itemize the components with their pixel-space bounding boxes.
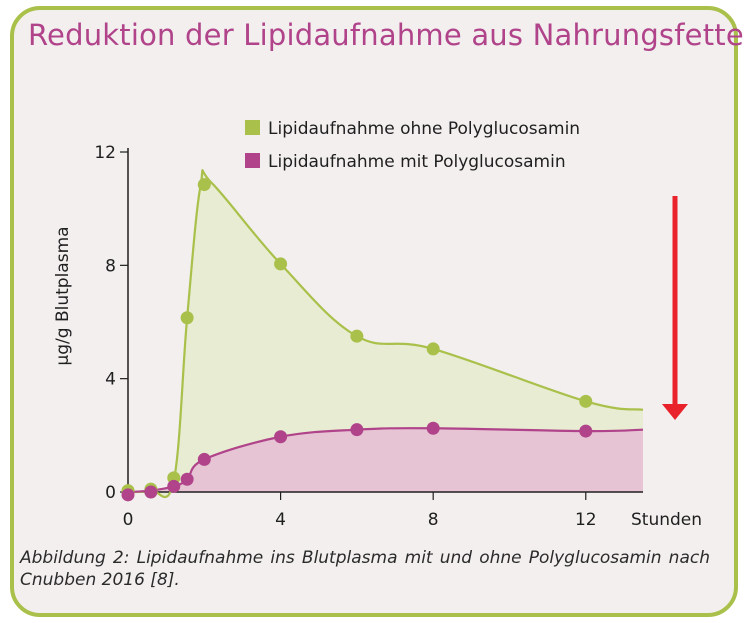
- point-magenta: [167, 479, 181, 493]
- area-green: [128, 170, 643, 498]
- x-tick-label: 4: [275, 510, 286, 530]
- x-tick-label: 0: [123, 510, 134, 530]
- legend-label-green: Lipidaufnahme ohne Polyglucosamin: [268, 119, 580, 139]
- point-green: [274, 257, 288, 271]
- x-axis-label: Stunden: [631, 510, 702, 530]
- point-magenta: [274, 430, 288, 444]
- point-magenta: [350, 423, 364, 437]
- legend-label-magenta: Lipidaufnahme mit Polyglucosamin: [268, 152, 566, 172]
- point-magenta: [144, 485, 158, 499]
- point-magenta: [180, 472, 194, 486]
- point-green: [180, 311, 194, 325]
- y-tick-label: 0: [105, 483, 116, 503]
- down-arrow-icon: [662, 196, 688, 420]
- axes-layer: [127, 148, 643, 493]
- point-magenta: [121, 488, 135, 502]
- y-axis-label: µg/g Blutplasma: [53, 226, 73, 365]
- point-green: [350, 329, 364, 343]
- legend-swatch-green: [245, 120, 260, 135]
- y-tick-label: 12: [94, 143, 116, 163]
- legend-swatch-magenta: [245, 153, 260, 168]
- chart-title: Reduktion der Lipidaufnahme aus Nahrungs…: [28, 18, 746, 52]
- x-tick-label: 12: [575, 510, 597, 530]
- point-green: [579, 394, 593, 408]
- point-magenta: [579, 424, 593, 438]
- point-green: [426, 342, 440, 356]
- legend: Lipidaufnahme ohne Polyglucosamin Lipida…: [245, 119, 580, 172]
- point-magenta: [426, 421, 440, 435]
- figure-caption: Abbildung 2: Lipidaufnahme ins Blutplasm…: [20, 548, 710, 590]
- areas-layer: [128, 170, 643, 498]
- x-tick-label: 8: [428, 510, 439, 530]
- y-tick-label: 8: [105, 256, 116, 276]
- point-green: [197, 178, 211, 192]
- line-magenta: [127, 427, 644, 494]
- point-magenta: [197, 452, 211, 466]
- y-tick-label: 4: [105, 370, 116, 390]
- area-magenta: [128, 428, 643, 492]
- points-layer: [121, 178, 593, 502]
- chart-card: [10, 6, 738, 617]
